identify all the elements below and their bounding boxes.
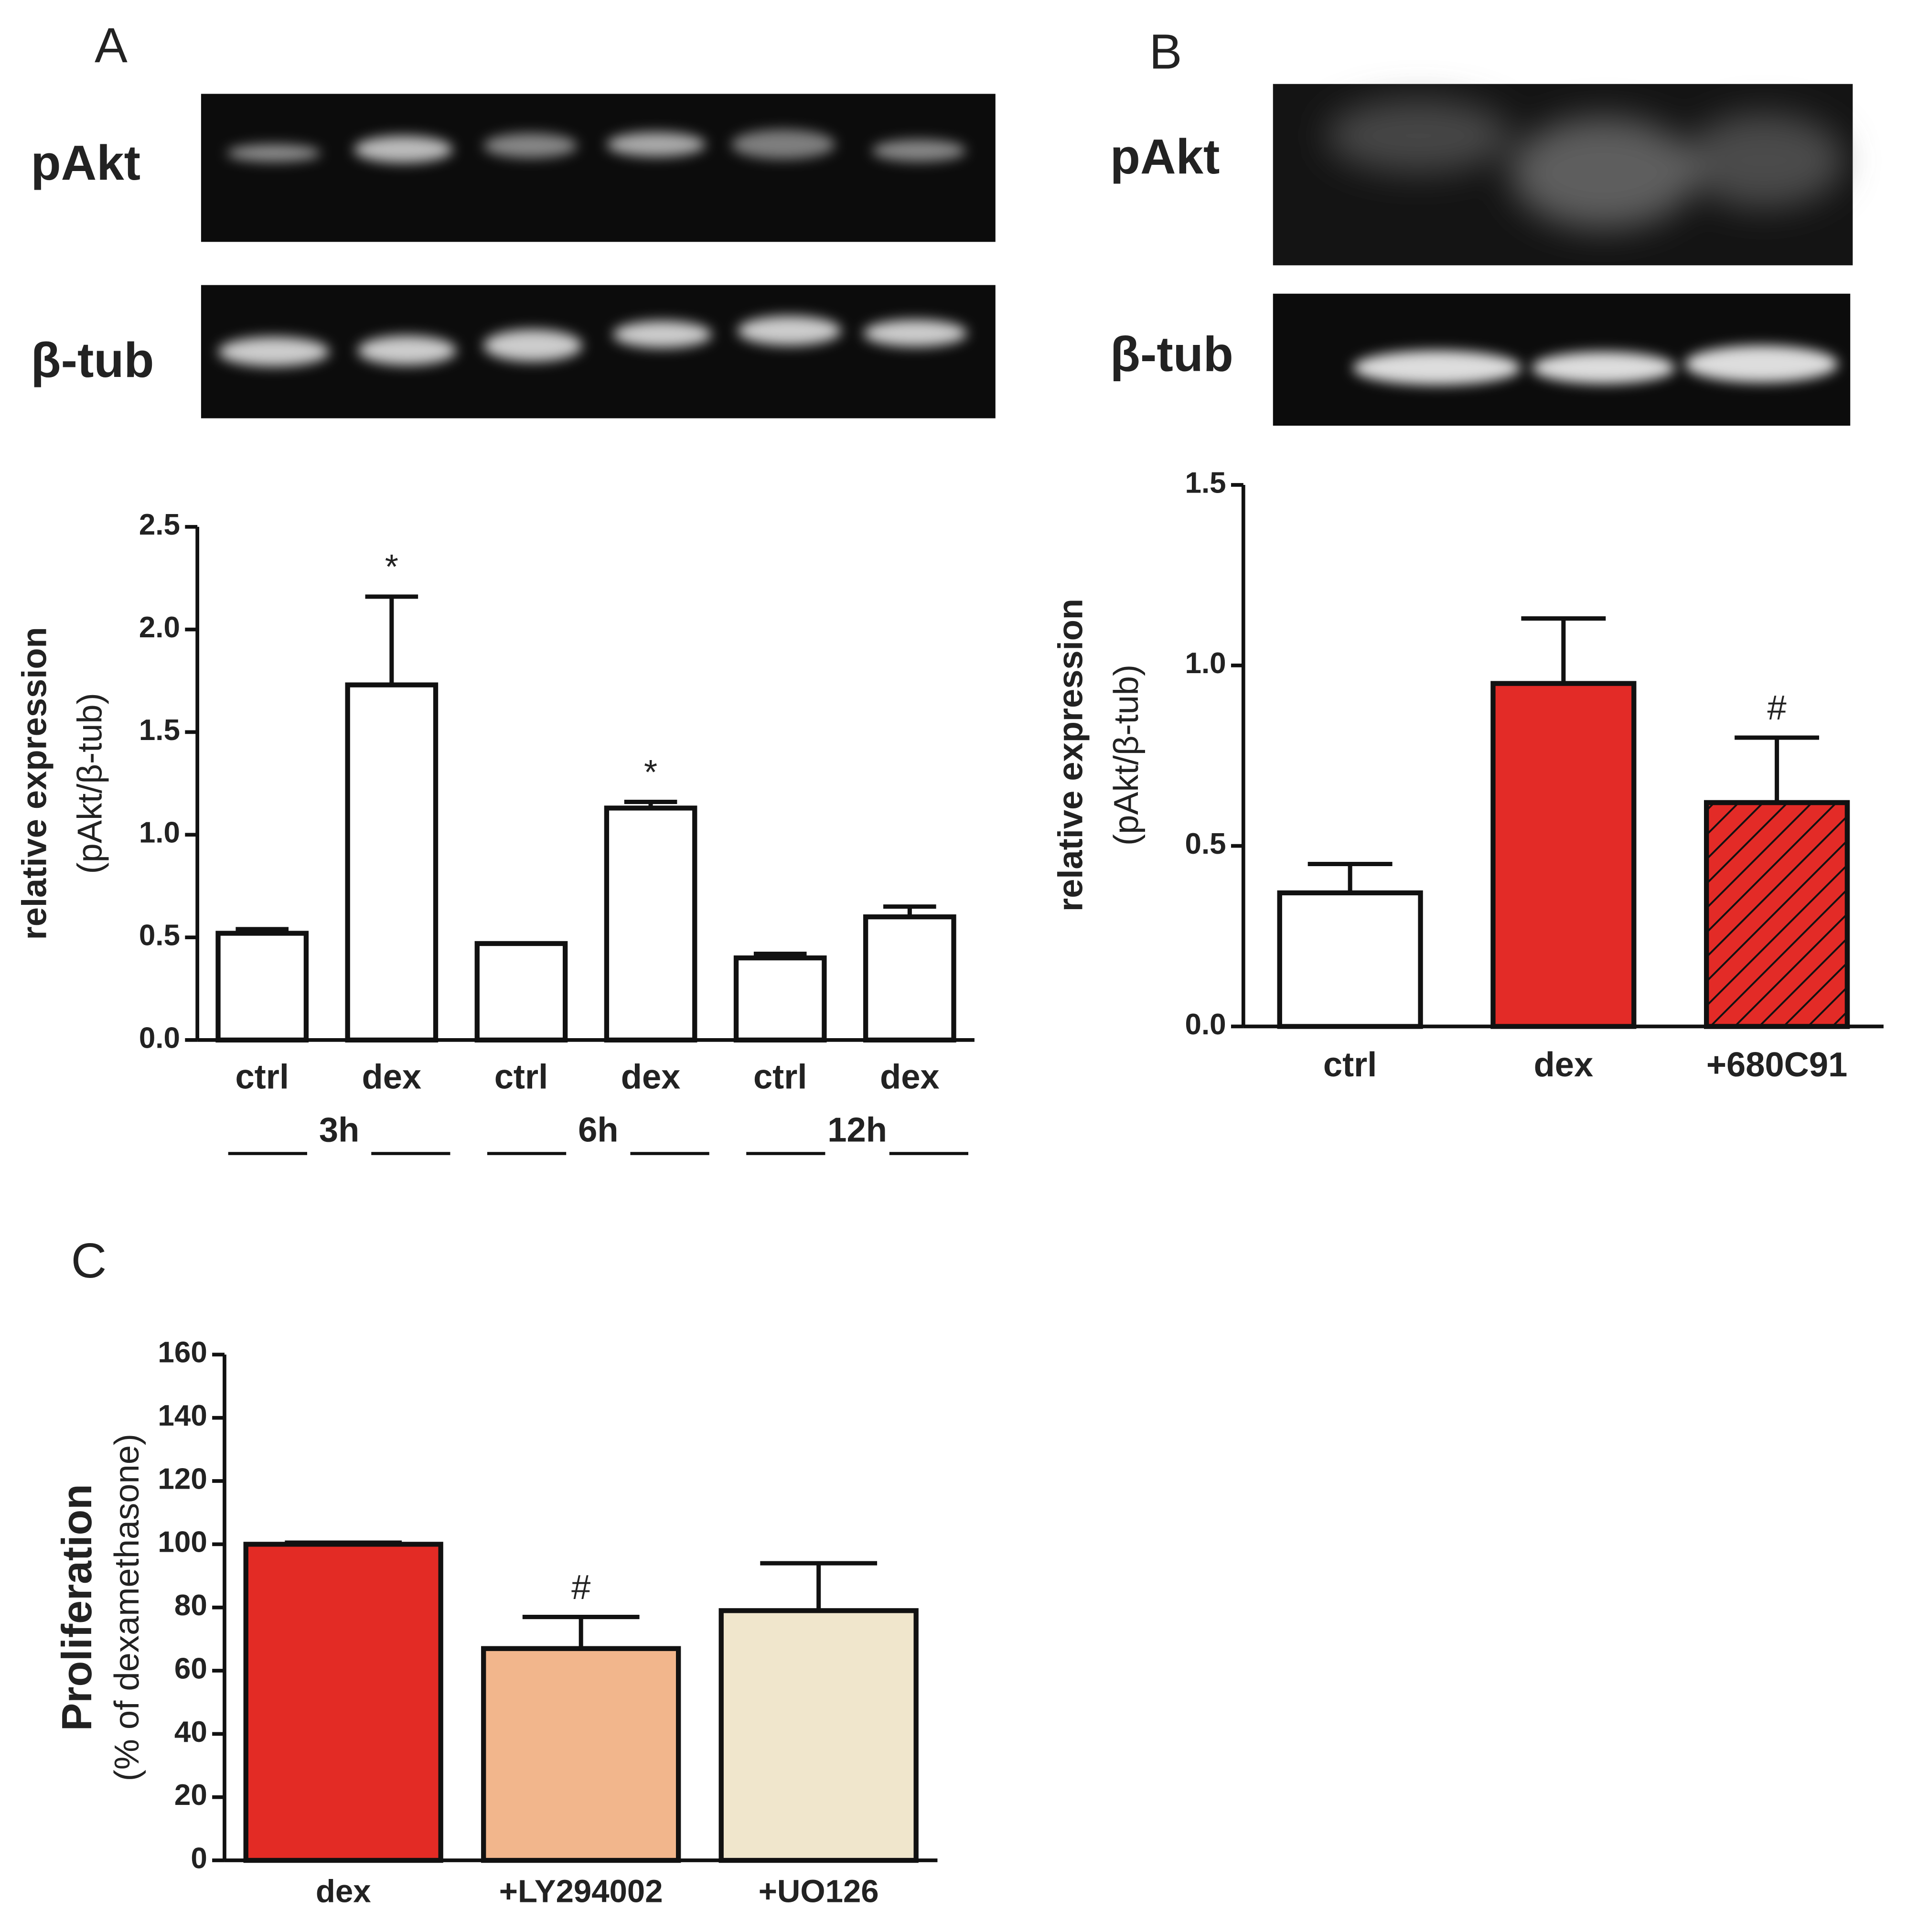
y-tick-label: 160: [158, 1336, 207, 1369]
y-tick-label: 1.0: [1185, 647, 1226, 680]
y-tick-label: 80: [174, 1589, 207, 1622]
x-tick-label: +LY294002: [499, 1874, 663, 1910]
blot-label: pAkt: [1110, 129, 1220, 184]
panel-label: C: [71, 1233, 107, 1288]
panel-label: B: [1149, 24, 1182, 79]
y-tick-label: 0.0: [1185, 1008, 1226, 1041]
y-tick-label: 20: [174, 1779, 207, 1812]
bar: [481, 1646, 681, 1863]
blot-b: [1273, 84, 1853, 426]
y-tick-label: 140: [158, 1399, 207, 1432]
y-axis-label: relative expression: [1052, 599, 1090, 912]
annotation: #: [1767, 689, 1786, 727]
bar: [215, 931, 309, 1043]
blot-label: β-tub: [1110, 326, 1233, 381]
blot-label: pAkt: [31, 135, 140, 190]
bar: [718, 1608, 919, 1863]
x-tick-label: dex: [880, 1058, 940, 1096]
y-axis-label: Proliferation: [54, 1484, 100, 1731]
group-label: 6h: [578, 1111, 618, 1149]
group-label: 3h: [319, 1111, 359, 1149]
annotation: *: [644, 753, 657, 792]
bar: [474, 941, 568, 1043]
bar-hatch: [1704, 800, 1850, 1029]
y-tick-label: 0.5: [139, 919, 180, 952]
y-tick-label: 0: [191, 1842, 207, 1875]
annotation: #: [571, 1568, 590, 1607]
y-tick-label: 60: [174, 1652, 207, 1685]
y-tick-label: 1.5: [1185, 466, 1226, 499]
y-tick-label: 120: [158, 1462, 207, 1495]
y-axis-label: (% of dexamethasone): [108, 1434, 146, 1781]
bar: [1490, 681, 1637, 1029]
bar: [243, 1542, 443, 1863]
annotation: *: [385, 548, 398, 586]
x-tick-label: +680C91: [1706, 1046, 1847, 1084]
bar: [863, 914, 956, 1043]
bar: [733, 955, 827, 1043]
y-axis-label: relative expression: [16, 627, 54, 940]
x-tick-label: ctrl: [753, 1058, 807, 1096]
y-axis-label: (pAkt/β-tub): [1107, 665, 1146, 846]
y-tick-label: 40: [174, 1716, 207, 1749]
x-tick-label: dex: [316, 1874, 371, 1910]
bar: [345, 682, 439, 1043]
x-tick-label: +UO126: [759, 1874, 879, 1910]
panel-label: A: [95, 18, 128, 73]
blot-label: β-tub: [31, 333, 154, 387]
group-label: 12h: [827, 1111, 887, 1149]
x-tick-label: ctrl: [235, 1058, 289, 1096]
y-axis-label: (pAkt/β-tub): [71, 693, 109, 874]
y-tick-label: 100: [158, 1526, 207, 1559]
y-tick-label: 2.0: [139, 611, 180, 644]
y-tick-label: 0.0: [139, 1021, 180, 1054]
x-tick-label: dex: [362, 1058, 422, 1096]
y-tick-label: 1.5: [139, 714, 180, 747]
y-tick-label: 0.5: [1185, 827, 1226, 860]
bar: [1277, 890, 1423, 1029]
blot-a: [201, 94, 996, 419]
x-tick-label: dex: [1534, 1046, 1594, 1084]
x-tick-label: dex: [621, 1058, 681, 1096]
x-tick-label: ctrl: [494, 1058, 548, 1096]
bar: [604, 805, 697, 1043]
x-tick-label: ctrl: [1323, 1046, 1377, 1084]
y-tick-label: 2.5: [139, 508, 180, 541]
y-tick-label: 1.0: [139, 816, 180, 849]
